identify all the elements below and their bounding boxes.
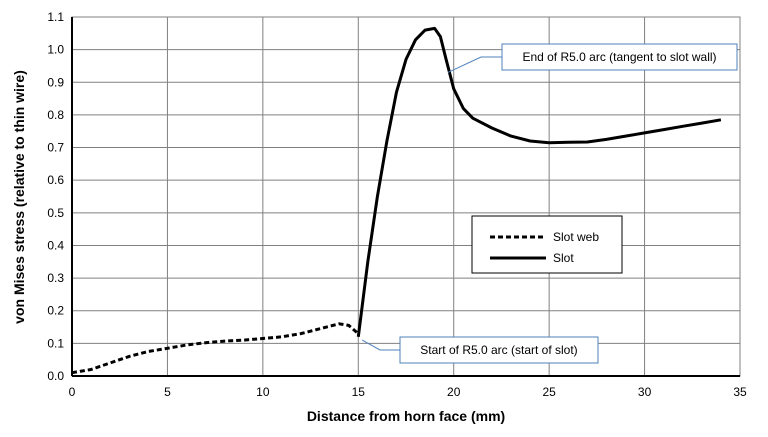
series-line-slot-web: [71, 322, 360, 375]
legend-label-slot: Slot: [553, 251, 574, 265]
x-tick-label: 25: [542, 385, 556, 399]
y-tick-label: 0.4: [47, 238, 64, 252]
y-tick-label: 1.1: [47, 10, 64, 24]
x-axis-label: Distance from horn face (mm): [307, 408, 505, 424]
annotation-box: [399, 336, 599, 364]
series-line-slot: [356, 26, 722, 337]
y-tick-label: 0.9: [47, 75, 64, 89]
x-tick-label: 10: [256, 385, 270, 399]
y-tick-label: 0.6: [47, 173, 64, 187]
y-tick-label: 0.8: [47, 108, 64, 122]
y-axis-label: von Mises stress (relative to thin wire): [11, 70, 27, 324]
x-tick-label: 35: [733, 385, 747, 399]
annotation-box: [501, 43, 738, 71]
plot-border: [71, 16, 741, 377]
legend: Slot web Slot: [471, 215, 623, 274]
y-tick-label: 0.7: [47, 141, 64, 155]
series-lines: [71, 26, 722, 375]
annotation-text: Start of R5.0 arc (start of slot): [420, 343, 577, 357]
y-tick-label: 0.0: [47, 369, 64, 383]
annotations: End of R5.0 arc (tangent to slot wall) St…: [361, 43, 738, 364]
y-tick-label: 1.0: [47, 43, 64, 57]
x-tick-label: 0: [69, 385, 76, 399]
x-tick-label: 30: [638, 385, 652, 399]
y-tick-label: 0.5: [47, 206, 64, 220]
x-tick-label: 20: [447, 385, 461, 399]
y-tick-label: 0.3: [47, 271, 64, 285]
annotation-leader: [447, 56, 502, 73]
y-tick-label: 0.2: [47, 304, 64, 318]
tick-labels: 0 5 10 15 20 25 30 35 0.0 0.1 0.2 0.3 0.4 0.5 0.6 0.7 0.…: [47, 10, 747, 399]
x-tick-label: 5: [164, 385, 171, 399]
annotation-text: End of R5.0 arc (tangent to slot wall): [522, 50, 716, 64]
grid: [71, 16, 741, 377]
annotation-leader: [361, 339, 400, 351]
y-tick-label: 0.1: [47, 336, 64, 350]
x-tick-label: 15: [352, 385, 366, 399]
legend-label-slot-web: Slot web: [553, 230, 599, 244]
